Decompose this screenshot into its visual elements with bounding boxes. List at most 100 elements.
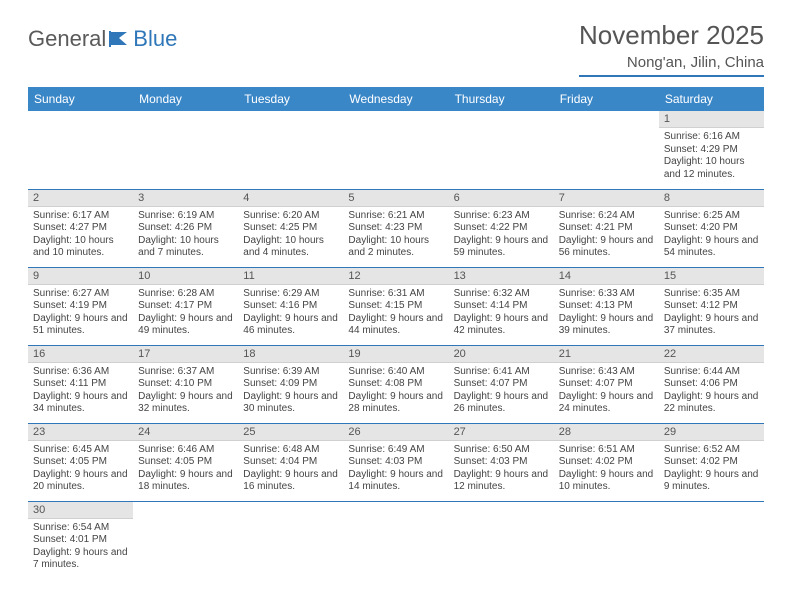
day-info: Sunrise: 6:24 AMSunset: 4:21 PMDaylight:… (554, 207, 659, 264)
day-info: Sunrise: 6:23 AMSunset: 4:22 PMDaylight:… (449, 207, 554, 264)
calendar-cell: 5Sunrise: 6:21 AMSunset: 4:23 PMDaylight… (343, 189, 448, 267)
sunset-text: Sunset: 4:21 PM (559, 222, 654, 235)
calendar-cell: 9Sunrise: 6:27 AMSunset: 4:19 PMDaylight… (28, 267, 133, 345)
daylight-text: Daylight: 9 hours and 22 minutes. (664, 391, 759, 416)
calendar-cell: 11Sunrise: 6:29 AMSunset: 4:16 PMDayligh… (238, 267, 343, 345)
month-title: November 2025 (579, 20, 764, 51)
day-info: Sunrise: 6:52 AMSunset: 4:02 PMDaylight:… (659, 441, 764, 498)
day-info: Sunrise: 6:32 AMSunset: 4:14 PMDaylight:… (449, 285, 554, 342)
page-header: General Blue November 2025 Nong'an, Jili… (28, 20, 764, 77)
sunrise-text: Sunrise: 6:16 AM (664, 131, 759, 144)
calendar-cell: 4Sunrise: 6:20 AMSunset: 4:25 PMDaylight… (238, 189, 343, 267)
sunset-text: Sunset: 4:15 PM (348, 300, 443, 313)
calendar-cell: 1Sunrise: 6:16 AMSunset: 4:29 PMDaylight… (659, 111, 764, 189)
calendar-cell (449, 501, 554, 579)
daylight-text: Daylight: 9 hours and 44 minutes. (348, 313, 443, 338)
sunrise-text: Sunrise: 6:37 AM (138, 366, 233, 379)
sunset-text: Sunset: 4:16 PM (243, 300, 338, 313)
sunset-text: Sunset: 4:20 PM (664, 222, 759, 235)
sunset-text: Sunset: 4:05 PM (33, 456, 128, 469)
day-info: Sunrise: 6:35 AMSunset: 4:12 PMDaylight:… (659, 285, 764, 342)
logo-word1: General (28, 26, 106, 52)
daylight-text: Daylight: 9 hours and 20 minutes. (33, 469, 128, 494)
day-info: Sunrise: 6:44 AMSunset: 4:06 PMDaylight:… (659, 363, 764, 420)
calendar-cell: 21 Sunrise: 6:43 AMSunset: 4:07 PMDayligh… (554, 345, 659, 423)
day-number: 22 (659, 346, 764, 363)
calendar-cell (238, 501, 343, 579)
header-saturday: Saturday (659, 87, 764, 111)
day-number: 24 (133, 424, 238, 441)
daylight-text: Daylight: 9 hours and 30 minutes. (243, 391, 338, 416)
calendar-cell (343, 111, 448, 189)
daylight-text: Daylight: 9 hours and 59 minutes. (454, 235, 549, 260)
sunrise-text: Sunrise: 6:17 AM (33, 210, 128, 223)
day-info: Sunrise: 6:41 AMSunset: 4:07 PMDaylight:… (449, 363, 554, 420)
day-number: 4 (238, 190, 343, 207)
day-info: Sunrise: 6:20 AMSunset: 4:25 PMDaylight:… (238, 207, 343, 264)
sunrise-text: Sunrise: 6:45 AM (33, 444, 128, 457)
calendar-cell: 7Sunrise: 6:24 AMSunset: 4:21 PMDaylight… (554, 189, 659, 267)
daylight-text: Daylight: 10 hours and 10 minutes. (33, 235, 128, 260)
sunset-text: Sunset: 4:02 PM (664, 456, 759, 469)
sunrise-text: Sunrise: 6:24 AM (559, 210, 654, 223)
day-info: Sunrise: 6:50 AMSunset: 4:03 PMDaylight:… (449, 441, 554, 498)
day-info: Sunrise: 6:25 AMSunset: 4:20 PMDaylight:… (659, 207, 764, 264)
day-number: 21 (554, 346, 659, 363)
calendar-row: 9Sunrise: 6:27 AMSunset: 4:19 PMDaylight… (28, 267, 764, 345)
calendar-cell: 23Sunrise: 6:45 AMSunset: 4:05 PMDayligh… (28, 423, 133, 501)
day-number: 13 (449, 268, 554, 285)
sunset-text: Sunset: 4:23 PM (348, 222, 443, 235)
daylight-text: Daylight: 9 hours and 56 minutes. (559, 235, 654, 260)
day-number: 29 (659, 424, 764, 441)
calendar-row: 30Sunrise: 6:54 AMSunset: 4:01 PMDayligh… (28, 501, 764, 579)
day-info: Sunrise: 6:29 AMSunset: 4:16 PMDaylight:… (238, 285, 343, 342)
calendar-cell: 24Sunrise: 6:46 AMSunset: 4:05 PMDayligh… (133, 423, 238, 501)
day-info: Sunrise: 6:37 AMSunset: 4:10 PMDaylight:… (133, 363, 238, 420)
day-number: 27 (449, 424, 554, 441)
sunset-text: Sunset: 4:08 PM (348, 378, 443, 391)
day-number: 1 (659, 111, 764, 128)
sunset-text: Sunset: 4:13 PM (559, 300, 654, 313)
day-info: Sunrise: 6:40 AMSunset: 4:08 PMDaylight:… (343, 363, 448, 420)
day-info: Sunrise: 6:51 AMSunset: 4:02 PMDaylight:… (554, 441, 659, 498)
day-number: 3 (133, 190, 238, 207)
day-number: 17 (133, 346, 238, 363)
day-number: 30 (28, 502, 133, 519)
calendar-cell: 26Sunrise: 6:49 AMSunset: 4:03 PMDayligh… (343, 423, 448, 501)
day-number: 28 (554, 424, 659, 441)
day-info: Sunrise: 6:48 AMSunset: 4:04 PMDaylight:… (238, 441, 343, 498)
daylight-text: Daylight: 9 hours and 39 minutes. (559, 313, 654, 338)
daylight-text: Daylight: 9 hours and 12 minutes. (454, 469, 549, 494)
sunrise-text: Sunrise: 6:48 AM (243, 444, 338, 457)
sunrise-text: Sunrise: 6:50 AM (454, 444, 549, 457)
day-number: 26 (343, 424, 448, 441)
daylight-text: Daylight: 9 hours and 24 minutes. (559, 391, 654, 416)
logo-word2: Blue (133, 26, 177, 52)
daylight-text: Daylight: 9 hours and 42 minutes. (454, 313, 549, 338)
calendar-cell (449, 111, 554, 189)
header-friday: Friday (554, 87, 659, 111)
sunrise-text: Sunrise: 6:27 AM (33, 288, 128, 301)
calendar-cell (659, 501, 764, 579)
day-info: Sunrise: 6:27 AMSunset: 4:19 PMDaylight:… (28, 285, 133, 342)
sunset-text: Sunset: 4:10 PM (138, 378, 233, 391)
daylight-text: Daylight: 9 hours and 18 minutes. (138, 469, 233, 494)
sunrise-text: Sunrise: 6:43 AM (559, 366, 654, 379)
sunset-text: Sunset: 4:05 PM (138, 456, 233, 469)
sunset-text: Sunset: 4:04 PM (243, 456, 338, 469)
calendar-table: Sunday Monday Tuesday Wednesday Thursday… (28, 87, 764, 579)
sunset-text: Sunset: 4:07 PM (559, 378, 654, 391)
sunset-text: Sunset: 4:12 PM (664, 300, 759, 313)
day-info: Sunrise: 6:45 AMSunset: 4:05 PMDaylight:… (28, 441, 133, 498)
daylight-text: Daylight: 9 hours and 37 minutes. (664, 313, 759, 338)
sunrise-text: Sunrise: 6:35 AM (664, 288, 759, 301)
calendar-cell: 16Sunrise: 6:36 AMSunset: 4:11 PMDayligh… (28, 345, 133, 423)
calendar-row: 1Sunrise: 6:16 AMSunset: 4:29 PMDaylight… (28, 111, 764, 189)
sunset-text: Sunset: 4:22 PM (454, 222, 549, 235)
header-thursday: Thursday (449, 87, 554, 111)
calendar-cell: 18Sunrise: 6:39 AMSunset: 4:09 PMDayligh… (238, 345, 343, 423)
day-info: Sunrise: 6:31 AMSunset: 4:15 PMDaylight:… (343, 285, 448, 342)
calendar-cell (238, 111, 343, 189)
day-info: Sunrise: 6:54 AMSunset: 4:01 PMDaylight:… (28, 519, 133, 576)
day-header-row: Sunday Monday Tuesday Wednesday Thursday… (28, 87, 764, 111)
